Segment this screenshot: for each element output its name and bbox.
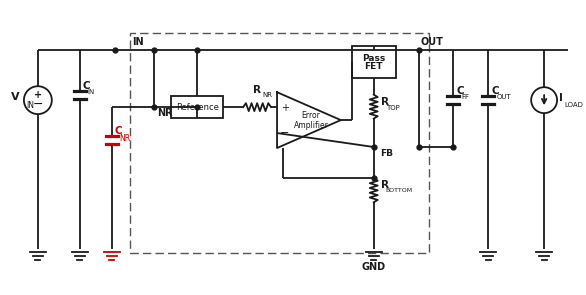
Text: +: + — [34, 90, 42, 100]
Text: C: C — [491, 86, 499, 96]
Text: FET: FET — [364, 62, 383, 71]
Text: FF: FF — [461, 94, 469, 100]
Text: +: + — [281, 103, 289, 112]
Text: −: − — [280, 128, 289, 138]
Text: V: V — [11, 92, 20, 102]
Text: GND: GND — [362, 262, 386, 272]
Text: R: R — [381, 97, 389, 107]
Text: R: R — [381, 180, 389, 190]
Text: OUT: OUT — [496, 94, 511, 100]
Text: C: C — [83, 81, 90, 91]
Text: Error: Error — [301, 111, 321, 119]
Bar — [172, 96, 223, 118]
Text: Amplifier: Amplifier — [294, 121, 328, 130]
Text: FB: FB — [380, 149, 393, 158]
Text: LOAD: LOAD — [564, 102, 583, 108]
Text: Pass: Pass — [362, 54, 386, 63]
Bar — [352, 46, 396, 78]
Bar — [130, 33, 428, 253]
Text: NR: NR — [262, 92, 272, 98]
Text: C: C — [115, 126, 122, 136]
Text: TOP: TOP — [386, 105, 400, 111]
Text: IN: IN — [88, 89, 95, 95]
Text: C: C — [456, 86, 464, 96]
Text: IN: IN — [132, 37, 144, 47]
Text: BOTTOM: BOTTOM — [386, 189, 413, 193]
Text: Reference: Reference — [176, 103, 219, 112]
Text: OUT: OUT — [421, 37, 444, 47]
Text: IN: IN — [26, 101, 34, 110]
Text: NR: NR — [120, 134, 131, 143]
Text: R: R — [253, 85, 261, 95]
Text: −: − — [33, 98, 43, 111]
Text: I: I — [559, 93, 563, 103]
Text: NR: NR — [158, 108, 173, 118]
